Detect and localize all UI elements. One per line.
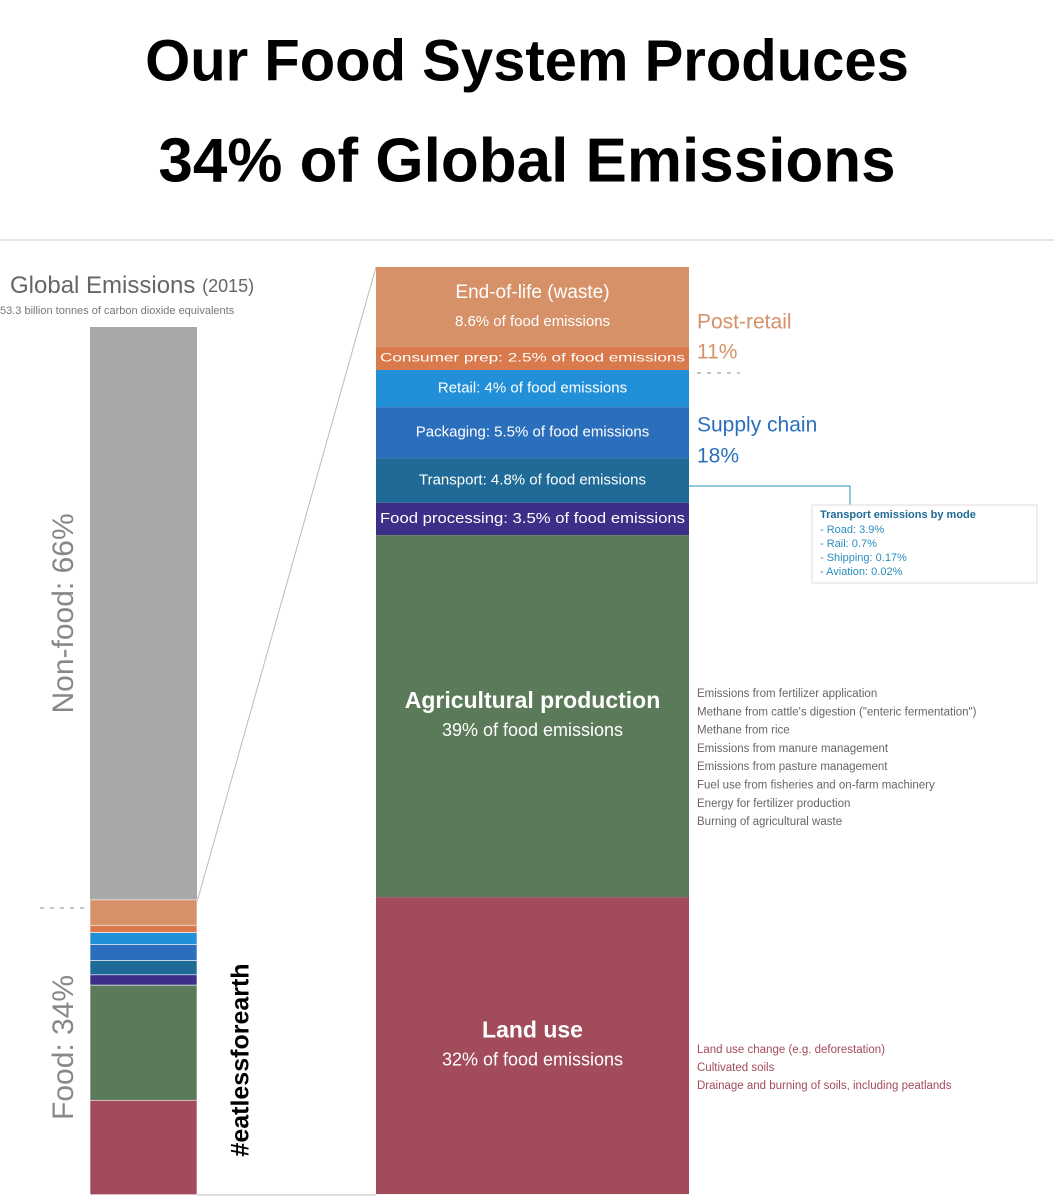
agri-source: Emissions from manure management [697,743,889,755]
food-mini-segment [89,932,198,945]
transport-item: - Shipping: 0.17% [820,552,907,564]
food-mini-segment [89,984,198,1101]
food-mini-segment [89,1099,198,1196]
group-name: Post-retail [697,311,792,334]
transport-title: Transport emissions by mode [820,509,976,521]
group-share: 18% [697,445,739,468]
food-mini-segment [89,944,198,961]
chart-layer: End-of-life (waste) 8.6% of food emission… [47,267,977,1196]
food-mini-segment [89,924,198,933]
segment-name: Land use [482,1017,583,1043]
segment-label: Food processing: 3.5% of food emissions [380,510,685,527]
food-label: Food: 34% [47,975,80,1120]
segment-label: 32% of food emissions [442,1049,623,1069]
segment-label: Consumer prep: 2.5% of food emissions [380,351,685,365]
food-segment [376,535,689,898]
agri-source: Fuel use from fisheries and on-farm mach… [697,780,935,792]
nonfood-label: Non-food: 66% [47,513,80,713]
title-line: 34% of Global Emissions [158,126,895,195]
transport-item: - Rail: 0.7% [820,538,877,550]
agri-source: Burning of agricultural waste [697,816,842,828]
segment-label: Transport: 4.8% of food emissions [419,471,646,488]
segment-name: Agricultural production [405,687,661,713]
land-source: Drainage and burning of soils, including… [697,1080,952,1092]
agri-source: Emissions from pasture management [697,761,888,773]
hashtag: #eatlessforearth [227,963,255,1156]
nonfood-segment [90,327,197,900]
global-title: Global Emissions (2015) [10,272,254,299]
global-title-text: Global Emissions [10,272,195,299]
land-source: Cultivated soils [697,1062,775,1074]
group-share: 11% [697,341,737,364]
transport-item: - Road: 3.9% [820,524,884,536]
food-mini-segment [89,960,198,976]
food-mini-segment [89,899,198,926]
connector [689,485,851,505]
food-segment [376,458,689,503]
global-subtitle: 53.3 billion tonnes of carbon dioxide eq… [0,305,235,317]
agri-source: Methane from rice [697,725,790,737]
global-year: (2015) [202,276,254,296]
segment-label: Packaging: 5.5% of food emissions [416,424,649,441]
transport-item: - Aviation: 0.02% [820,566,903,578]
food-segment [376,502,689,536]
food-segment [376,897,689,1195]
food-segment [376,407,689,459]
segment-label: 39% of food emissions [442,720,623,740]
food-segment [376,267,689,347]
land-source: Land use change (e.g. deforestation) [697,1044,885,1056]
segment-name: End-of-life (waste) [455,282,609,303]
segment-label: 8.6% of food emissions [455,313,610,330]
transport-box [811,504,1038,584]
agri-source: Methane from cattle's digestion ("enteri… [697,706,977,718]
title-line: Our Food System Produces [145,28,909,93]
food-segment [376,370,689,408]
zoom-line [196,266,377,903]
food-mini-segment [89,974,198,986]
agri-source: Energy for fertilizer production [697,798,850,810]
group-name: Supply chain [697,414,817,437]
agri-source: Emissions from fertilizer application [697,688,877,700]
segment-label: Retail: 4% of food emissions [438,380,627,397]
food-segment [376,346,689,371]
